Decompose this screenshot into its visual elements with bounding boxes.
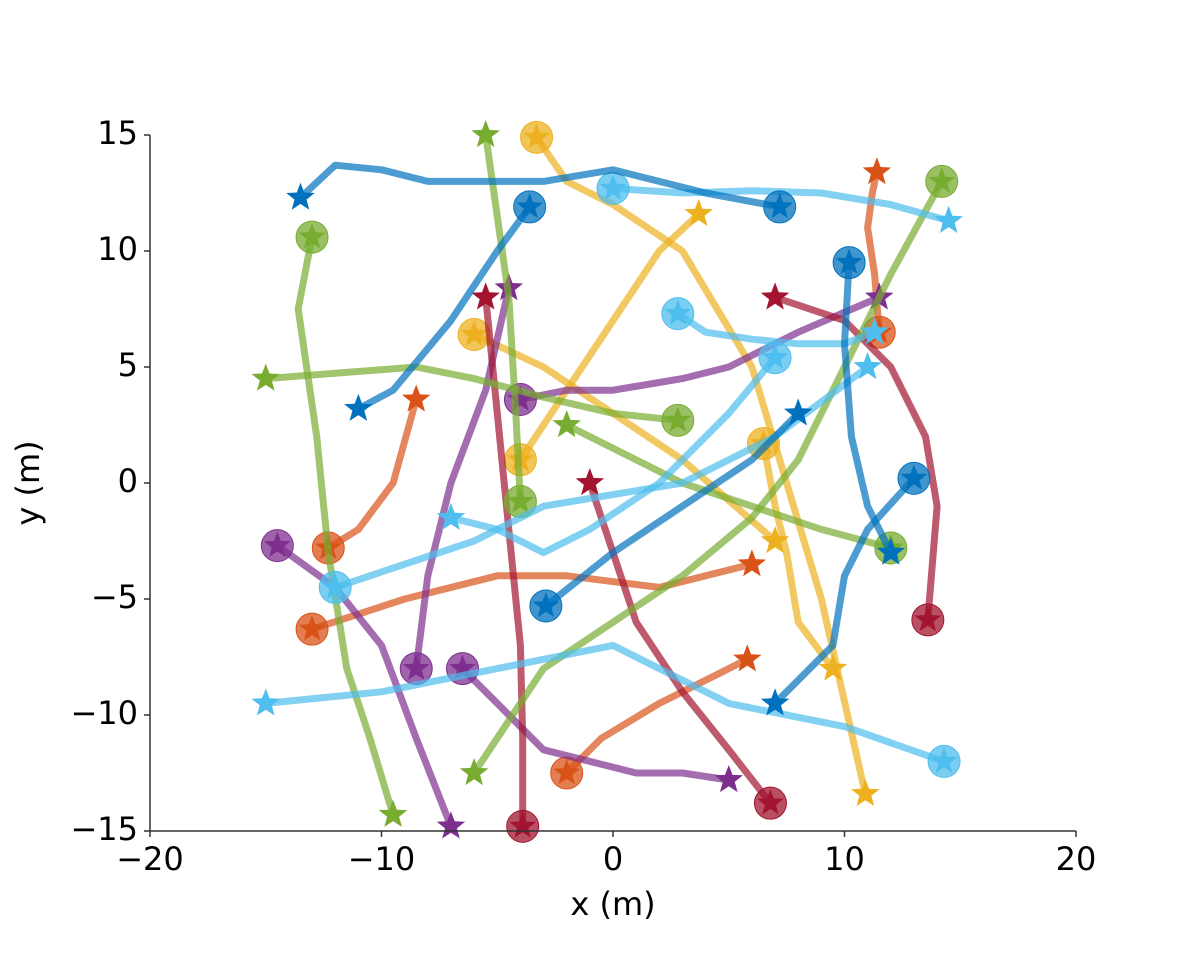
start-star	[757, 789, 784, 815]
y-tick-label: 15	[97, 114, 138, 152]
start-star	[766, 192, 793, 219]
start-star	[460, 320, 488, 346]
start-star	[914, 605, 942, 632]
goal-star	[251, 688, 280, 716]
trajectory	[297, 161, 784, 211]
goal-star	[471, 120, 500, 148]
trajectory	[563, 655, 751, 777]
start-star	[509, 812, 536, 838]
plot-area	[251, 120, 963, 843]
goal-star	[760, 526, 790, 554]
trajectory	[841, 259, 895, 557]
trajectory	[262, 641, 948, 765]
trajectory	[273, 542, 455, 830]
trajectory	[674, 310, 879, 348]
trajectory	[516, 210, 703, 464]
trajectory	[459, 665, 733, 784]
goal-star	[714, 765, 743, 793]
trajectory	[482, 131, 524, 506]
goal-star	[851, 778, 880, 806]
start-star	[930, 747, 958, 773]
start-star	[507, 487, 534, 513]
trajectory	[563, 421, 895, 552]
start-star	[402, 654, 430, 680]
goal-star	[934, 205, 963, 233]
trajectory	[542, 409, 802, 610]
trajectory	[294, 233, 397, 819]
start-star	[664, 299, 692, 325]
trajectory	[354, 203, 534, 413]
y-tick-label: 5	[118, 346, 138, 384]
goal-star	[760, 688, 790, 716]
start-star	[928, 167, 955, 193]
y-tick-label: −15	[70, 810, 138, 848]
goal-star	[737, 549, 767, 577]
goal-star	[402, 384, 431, 412]
goal-star	[862, 157, 892, 185]
start-star	[298, 223, 326, 249]
start-star	[761, 343, 789, 369]
trajectory	[533, 133, 869, 798]
start-star	[664, 406, 692, 432]
goal-star	[436, 811, 466, 839]
goal-star	[286, 182, 315, 210]
goal-star	[459, 758, 489, 786]
x-tick-label: 10	[824, 840, 865, 878]
goal-star	[760, 282, 790, 310]
start-star	[449, 654, 476, 680]
goal-star	[471, 282, 500, 310]
trajectory	[586, 479, 774, 807]
goal-star	[733, 644, 762, 672]
trajectory	[760, 440, 837, 673]
trajectory	[609, 184, 953, 225]
trajectory	[331, 363, 872, 591]
y-tick-label: 10	[97, 230, 138, 268]
start-star	[835, 248, 863, 274]
goal-star	[436, 502, 466, 530]
trajectory	[482, 293, 527, 830]
goal-star	[552, 410, 581, 438]
start-star	[532, 592, 560, 618]
y-tick-label: 0	[118, 462, 138, 500]
goal-star	[684, 198, 713, 226]
x-tick-label: −20	[116, 840, 184, 878]
x-tick-label: 0	[603, 840, 623, 878]
goal-star	[344, 393, 373, 421]
start-star	[900, 464, 928, 490]
start-star	[516, 192, 543, 219]
start-star	[264, 531, 291, 557]
goal-star	[860, 317, 889, 345]
x-tick-label: 20	[1056, 840, 1097, 878]
goal-star	[853, 352, 882, 380]
goal-star	[378, 799, 408, 827]
start-star	[523, 123, 550, 149]
y-tick-label: −10	[70, 694, 138, 732]
goal-star	[575, 468, 605, 496]
trajectory	[516, 293, 883, 403]
y-axis-label: y (m)	[9, 440, 47, 525]
goal-star	[783, 398, 813, 426]
trajectory	[324, 396, 420, 552]
start-star	[553, 759, 580, 785]
start-star	[298, 615, 326, 641]
goal-star	[251, 363, 280, 391]
start-star	[321, 573, 349, 599]
trajectory	[262, 363, 682, 424]
y-tick-label: −5	[91, 578, 138, 616]
start-star	[599, 174, 627, 200]
goal-star	[818, 653, 848, 681]
trajectory	[771, 293, 941, 624]
start-star	[507, 385, 534, 411]
x-axis-label: x (m)	[570, 885, 655, 923]
x-tick-label: −10	[348, 840, 416, 878]
goal-star	[876, 537, 906, 565]
